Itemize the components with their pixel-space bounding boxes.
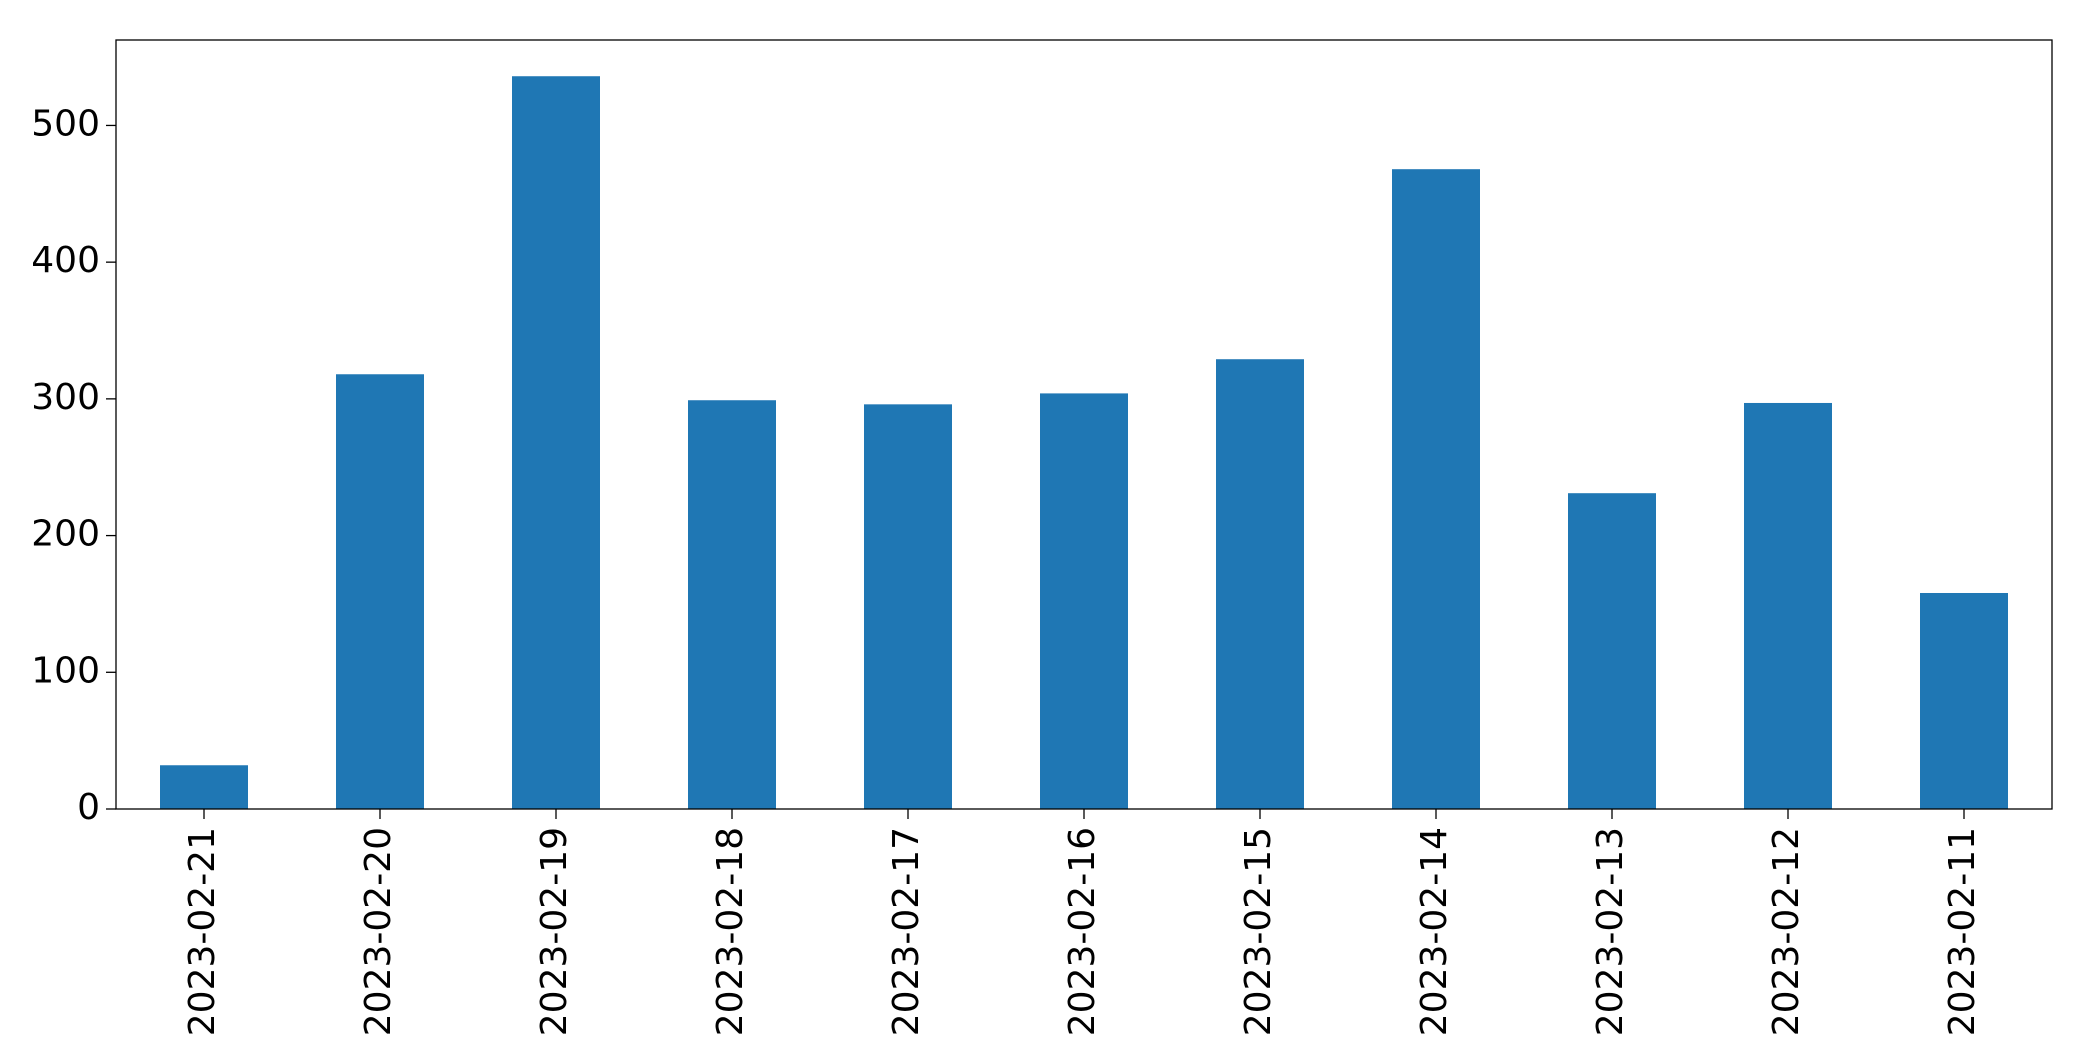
bar: [688, 400, 776, 809]
bar: [1920, 592, 2008, 809]
bar: [1216, 359, 1304, 809]
x-tick-label: 2023-02-12: [1766, 827, 1807, 1036]
bar: [1568, 493, 1656, 809]
x-tick-label: 2023-02-17: [886, 827, 927, 1036]
y-tick-label: 500: [31, 103, 100, 144]
x-tick-label: 2023-02-21: [182, 827, 223, 1036]
bar: [1040, 393, 1128, 809]
bar: [1744, 402, 1832, 809]
y-tick-label: 400: [31, 240, 100, 281]
x-tick-label: 2023-02-18: [710, 827, 751, 1036]
bar: [512, 76, 600, 809]
x-tick-label: 2023-02-13: [1590, 827, 1631, 1036]
y-tick-label: 100: [31, 650, 100, 691]
x-tick-label: 2023-02-11: [1942, 827, 1983, 1036]
bar: [336, 374, 424, 809]
x-tick-label: 2023-02-14: [1414, 827, 1455, 1036]
x-tick-label: 2023-02-19: [534, 827, 575, 1036]
x-tick-label: 2023-02-20: [358, 827, 399, 1036]
y-tick-label: 200: [31, 514, 100, 555]
y-tick-label: 300: [31, 377, 100, 418]
y-tick-label: 0: [77, 787, 100, 828]
bar: [160, 765, 248, 809]
bar: [1392, 169, 1480, 809]
x-tick-label: 2023-02-15: [1238, 827, 1279, 1036]
plot-frame: [115, 39, 2053, 810]
bar: [864, 404, 952, 809]
x-tick-label: 2023-02-16: [1062, 827, 1103, 1036]
